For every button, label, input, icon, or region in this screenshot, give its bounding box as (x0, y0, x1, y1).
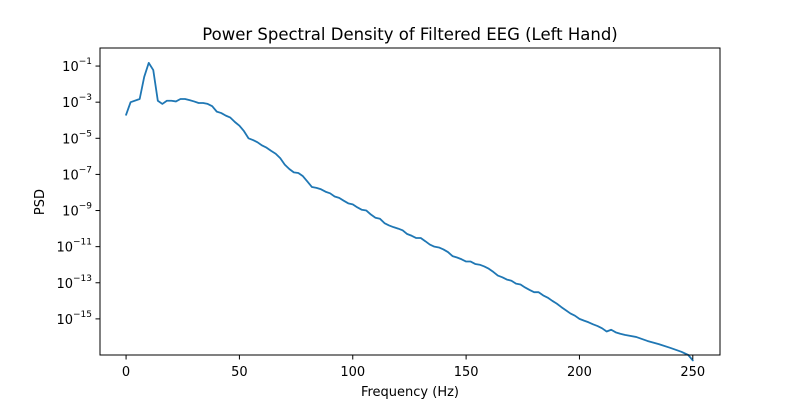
plot-frame (99, 47, 721, 356)
x-tick-label: 50 (231, 365, 248, 380)
y-tick-label: 10−9 (62, 202, 92, 220)
y-tick-label: 10−13 (56, 274, 92, 292)
x-tick-label: 150 (454, 365, 479, 380)
y-tick-label: 10−7 (62, 165, 92, 183)
psd-series-line (125, 61, 694, 362)
y-tick-label: 10−15 (56, 310, 92, 328)
x-tick-label: 100 (340, 365, 365, 380)
x-tick-label: 200 (567, 365, 592, 380)
x-axis-label: Frequency (Hz) (361, 385, 459, 400)
y-tick-label: 10−3 (62, 93, 92, 111)
y-tick-label: 10−1 (62, 57, 92, 75)
x-tick-label: 0 (122, 365, 130, 380)
x-ticks: 0 50 100 150 200 250 (122, 355, 705, 380)
y-tick-label: 10−11 (56, 238, 92, 256)
x-tick-label: 250 (680, 365, 705, 380)
y-ticks: 10−15 10−13 10−11 10−9 10−7 10−5 10−3 10−1 (56, 57, 100, 328)
y-axis-label: PSD (33, 189, 48, 215)
chart-title: Power Spectral Density of Filtered EEG (… (202, 25, 617, 44)
series-layer (125, 61, 694, 362)
y-tick-label: 10−5 (62, 129, 92, 147)
